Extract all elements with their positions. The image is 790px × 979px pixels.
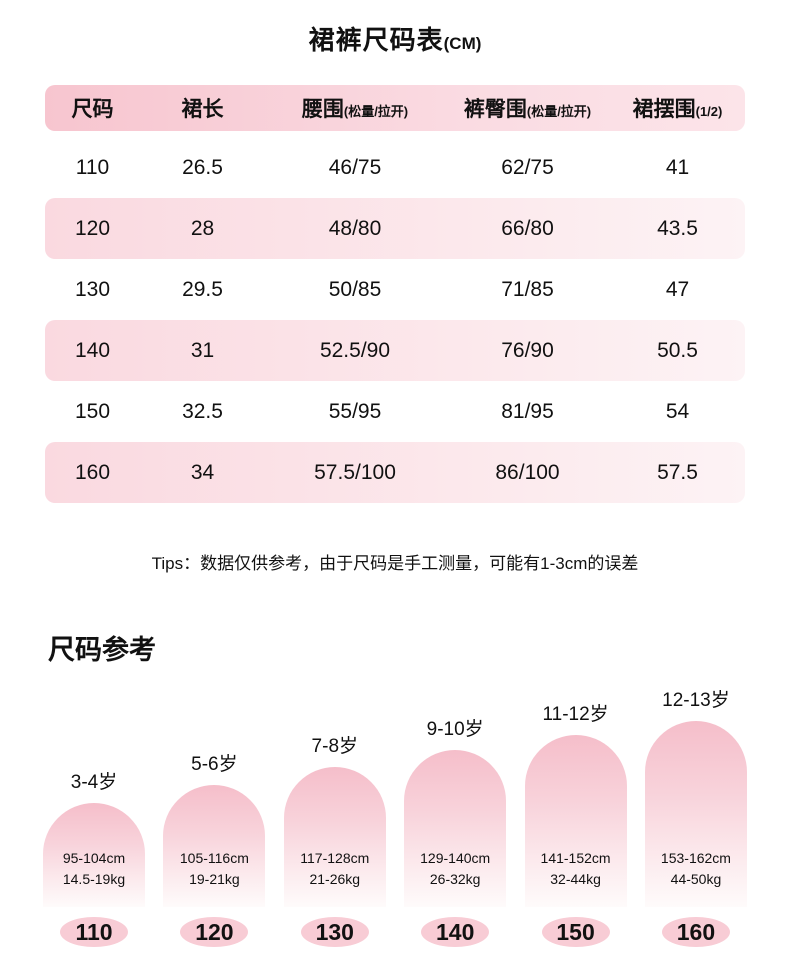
size-figure: 5-6岁 105-116cm 19-21kg 120 xyxy=(159,749,269,947)
cell-skirt-length: 34 xyxy=(190,460,215,484)
arch-shape: 95-104cm 14.5-19kg xyxy=(43,803,145,907)
height-range: 117-128cm xyxy=(300,849,370,866)
header-sublabel: (松量/拉开) xyxy=(343,104,409,119)
column-header-waist: 腰围(松量/拉开) xyxy=(265,93,445,123)
age-label: 9-10岁 xyxy=(426,719,484,740)
header-sublabel: (松量/拉开) xyxy=(526,104,592,119)
cell-hem: 43.5 xyxy=(657,216,698,240)
size-chart-page: 裙裤尺码表(CM) 尺码 裙长 腰围(松量/拉开) 裤臀围(松量/拉开) 裙摆围… xyxy=(0,0,790,947)
header-label: 裙长 xyxy=(181,98,224,121)
cell-hip: 86/100 xyxy=(495,460,560,484)
title-text: 裙裤尺码表 xyxy=(308,25,444,55)
size-badge: 120 xyxy=(180,917,249,947)
cell-waist: 50/85 xyxy=(328,277,382,301)
height-range: 105-116cm xyxy=(179,849,249,866)
arch-shape: 105-116cm 19-21kg xyxy=(163,785,266,907)
weight-range: 19-21kg xyxy=(189,871,240,888)
age-label: 7-8岁 xyxy=(311,736,359,757)
size-figure: 11-12岁 141-152cm 32-44kg 150 xyxy=(521,699,631,947)
cell-skirt-length: 31 xyxy=(190,338,215,362)
arch-shape: 153-162cm 44-50kg xyxy=(644,721,747,907)
size-badge: 110 xyxy=(60,917,128,947)
size-badge: 150 xyxy=(541,917,610,947)
age-label: 5-6岁 xyxy=(191,754,238,775)
height-range: 153-162cm xyxy=(660,849,731,866)
cell-hem: 41 xyxy=(665,155,690,179)
cell-size: 140 xyxy=(74,338,111,362)
cell-skirt-length: 32.5 xyxy=(182,399,223,423)
size-reference-heading: 尺码参考 xyxy=(48,635,156,665)
table-row: 110 26.5 46/75 62/75 41 xyxy=(45,137,745,198)
header-label: 腰围 xyxy=(301,98,344,121)
arch-shape: 117-128cm 21-26kg xyxy=(283,767,386,907)
age-label: 11-12岁 xyxy=(542,704,609,725)
cell-hem: 54 xyxy=(665,399,690,423)
size-table: 尺码 裙长 腰围(松量/拉开) 裤臀围(松量/拉开) 裙摆围(1/2) 110 … xyxy=(45,85,745,503)
table-row: 160 34 57.5/100 86/100 57.5 xyxy=(45,442,745,503)
weight-range: 14.5-19kg xyxy=(62,871,126,888)
cell-hip: 76/90 xyxy=(501,338,554,362)
cell-waist: 57.5/100 xyxy=(314,460,396,484)
size-figure: 9-10岁 129-140cm 26-32kg 140 xyxy=(400,714,510,947)
cell-hem: 57.5 xyxy=(657,460,698,484)
cell-hip: 81/95 xyxy=(501,399,554,423)
cell-waist: 52.5/90 xyxy=(319,338,391,362)
table-header-row: 尺码 裙长 腰围(松量/拉开) 裤臀围(松量/拉开) 裙摆围(1/2) xyxy=(45,85,745,131)
column-header-hip: 裤臀围(松量/拉开) xyxy=(445,93,610,123)
age-label: 3-4岁 xyxy=(70,772,118,793)
column-header-hem: 裙摆围(1/2) xyxy=(610,93,745,123)
cell-size: 160 xyxy=(74,460,111,484)
cell-hip: 66/80 xyxy=(501,216,554,240)
cell-waist: 46/75 xyxy=(328,155,382,179)
cell-hem: 47 xyxy=(665,277,690,301)
cell-skirt-length: 29.5 xyxy=(182,277,223,301)
cell-skirt-length: 26.5 xyxy=(182,155,223,179)
size-figure: 7-8岁 117-128cm 21-26kg 130 xyxy=(280,731,390,947)
size-figure: 12-13岁 153-162cm 44-50kg 160 xyxy=(641,685,751,947)
header-label: 尺码 xyxy=(71,98,114,121)
size-figure: 3-4岁 95-104cm 14.5-19kg 110 xyxy=(39,767,149,947)
table-row: 150 32.5 55/95 81/95 54 xyxy=(45,381,745,442)
header-label: 裤臀围 xyxy=(463,98,527,121)
weight-range: 44-50kg xyxy=(670,871,722,888)
weight-range: 32-44kg xyxy=(550,871,601,888)
cell-hip: 62/75 xyxy=(501,155,554,179)
column-header-skirt-length: 裙长 xyxy=(140,93,265,123)
cell-waist: 55/95 xyxy=(328,399,382,423)
cell-size: 150 xyxy=(74,399,111,423)
header-label: 裙摆围 xyxy=(632,98,696,121)
arch-shape: 141-152cm 32-44kg xyxy=(524,735,627,907)
size-badge: 140 xyxy=(421,917,490,947)
size-reference-figures: 3-4岁 95-104cm 14.5-19kg 110 5-6岁 105-116… xyxy=(39,685,751,947)
cell-size: 130 xyxy=(74,277,111,301)
header-sublabel: (1/2) xyxy=(695,104,723,119)
tips-text: Tips：数据仅供参考，由于尺码是手工测量，可能有1-3cm的误差 xyxy=(151,554,639,573)
column-header-size: 尺码 xyxy=(45,93,140,123)
height-range: 141-152cm xyxy=(540,849,611,866)
cell-skirt-length: 28 xyxy=(190,216,215,240)
height-range: 129-140cm xyxy=(420,849,491,866)
page-title: 裙裤尺码表(CM) xyxy=(0,0,790,57)
age-label: 12-13岁 xyxy=(662,690,730,711)
arch-shape: 129-140cm 26-32kg xyxy=(404,750,507,907)
cell-hip: 71/85 xyxy=(501,277,554,301)
title-unit: (CM) xyxy=(443,34,482,53)
weight-range: 21-26kg xyxy=(309,871,361,888)
table-row: 140 31 52.5/90 76/90 50.5 xyxy=(45,320,745,381)
size-badge: 160 xyxy=(661,917,730,947)
cell-size: 120 xyxy=(74,216,111,240)
cell-waist: 48/80 xyxy=(328,216,382,240)
height-range: 95-104cm xyxy=(62,849,126,866)
table-row: 130 29.5 50/85 71/85 47 xyxy=(45,259,745,320)
size-badge: 130 xyxy=(300,917,369,947)
weight-range: 26-32kg xyxy=(429,871,481,888)
cell-size: 110 xyxy=(75,155,110,179)
cell-hem: 50.5 xyxy=(657,338,698,362)
table-row: 120 28 48/80 66/80 43.5 xyxy=(45,198,745,259)
